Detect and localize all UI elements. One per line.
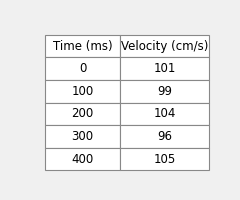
Bar — [120, 57, 209, 80]
Bar — [45, 125, 120, 148]
Text: 104: 104 — [153, 107, 175, 120]
Bar — [120, 103, 209, 125]
Bar — [120, 148, 209, 170]
Text: 101: 101 — [153, 62, 175, 75]
Bar — [45, 103, 120, 125]
Bar — [45, 80, 120, 103]
Text: 0: 0 — [79, 62, 86, 75]
Bar — [45, 35, 120, 57]
Bar — [120, 125, 209, 148]
Text: 105: 105 — [153, 153, 175, 166]
Text: 96: 96 — [157, 130, 172, 143]
Bar — [45, 148, 120, 170]
Bar — [120, 80, 209, 103]
Bar — [45, 57, 120, 80]
Text: Time (ms): Time (ms) — [53, 40, 112, 53]
Text: 99: 99 — [157, 85, 172, 98]
Bar — [120, 35, 209, 57]
Text: 400: 400 — [72, 153, 94, 166]
Text: 200: 200 — [72, 107, 94, 120]
Text: 300: 300 — [72, 130, 94, 143]
Text: 100: 100 — [72, 85, 94, 98]
Text: Velocity (cm/s): Velocity (cm/s) — [121, 40, 208, 53]
